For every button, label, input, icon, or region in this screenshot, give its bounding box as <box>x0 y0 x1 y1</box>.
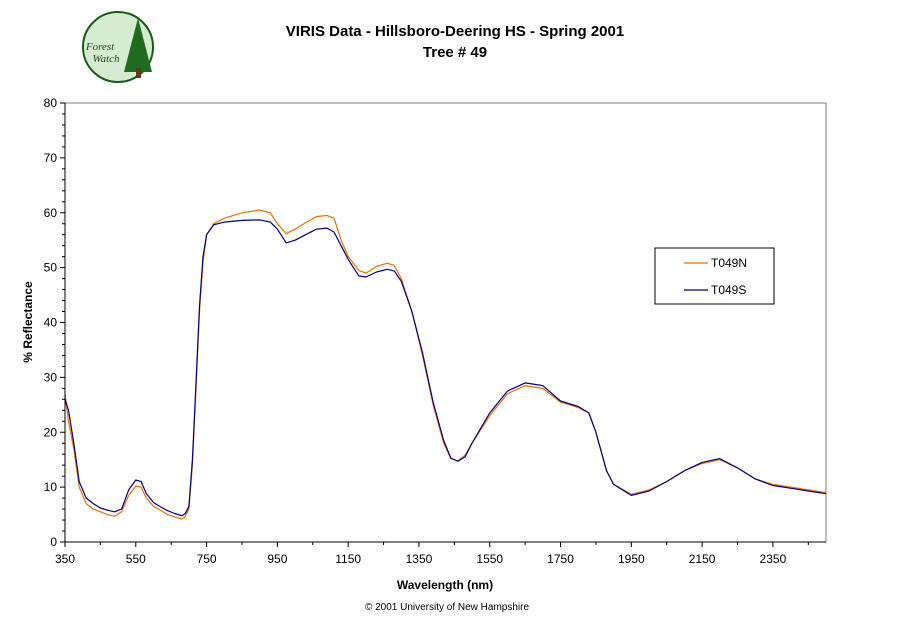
copyright-footer: © 2001 University of New Hampshire <box>365 602 530 613</box>
x-tick-label: 1350 <box>406 552 433 566</box>
x-tick-label: 1750 <box>547 552 574 566</box>
legend: T049N T049S <box>654 247 775 305</box>
x-tick-label: 1550 <box>476 552 503 566</box>
y-axis-title: % Reflectance <box>21 281 35 363</box>
y-tick-label: 60 <box>44 206 58 220</box>
legend-box <box>654 247 775 305</box>
y-tick-label: 40 <box>44 316 58 330</box>
logo-text-line1: Forest <box>85 41 115 53</box>
x-tick-label: 350 <box>55 552 75 566</box>
legend-label-t049n: T049N <box>711 256 747 270</box>
chart-subtitle: Tree # 49 <box>423 44 487 61</box>
x-tick-label: 1950 <box>618 552 645 566</box>
tree-trunk-icon <box>136 68 141 78</box>
y-tick-label: 80 <box>44 96 58 110</box>
axis-layer: 0 10 20 30 40 50 60 70 80 350 550 750 950 1150 1350 155… <box>44 96 826 566</box>
y-tick-label: 70 <box>44 151 58 165</box>
x-tick-label: 950 <box>267 552 287 566</box>
series-layer <box>64 209 827 520</box>
y-tick-label: 50 <box>44 261 58 275</box>
x-axis-title: Wavelength (nm) <box>397 578 493 592</box>
y-tick-label: 10 <box>44 480 58 494</box>
plot-area <box>64 102 827 543</box>
legend-label-t049s: T049S <box>711 283 746 297</box>
chart-title: VIRIS Data - Hillsboro-Deering HS - Spri… <box>286 23 624 40</box>
x-tick-label: 2350 <box>760 552 787 566</box>
y-tick-label: 20 <box>44 425 58 439</box>
series-line-t049s <box>64 219 827 517</box>
x-tick-label: 1150 <box>335 552 361 566</box>
tree-icon <box>124 18 152 72</box>
x-tick-label: 550 <box>126 552 146 566</box>
x-tick-label: 750 <box>197 552 217 566</box>
y-tick-label: 30 <box>44 370 58 384</box>
y-tick-label: 0 <box>50 535 57 549</box>
forest-watch-logo: Forest Watch <box>82 11 154 83</box>
x-tick-label: 2150 <box>689 552 716 566</box>
logo-text-line2: Watch <box>92 53 120 65</box>
